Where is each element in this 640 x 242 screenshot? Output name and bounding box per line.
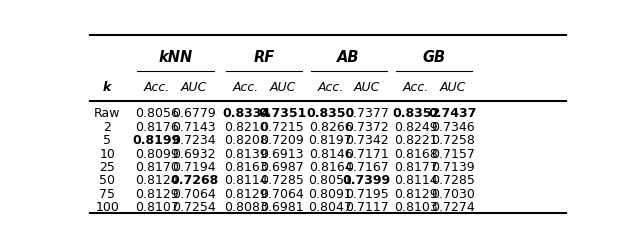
Text: 0.8051: 0.8051	[308, 174, 353, 187]
Text: 25: 25	[99, 161, 115, 174]
Text: 0.7209: 0.7209	[260, 134, 304, 147]
Text: 50: 50	[99, 174, 115, 187]
Text: 0.8047: 0.8047	[308, 201, 353, 214]
Text: 0.8176: 0.8176	[135, 121, 179, 134]
Text: 0.7377: 0.7377	[345, 107, 388, 120]
Text: 0.8210: 0.8210	[224, 121, 268, 134]
Text: 0.7167: 0.7167	[345, 161, 388, 174]
Text: 75: 75	[99, 188, 115, 201]
Text: GB: GB	[422, 50, 445, 65]
Text: kNN: kNN	[158, 50, 193, 65]
Text: Acc.: Acc.	[233, 81, 259, 94]
Text: 0.7342: 0.7342	[345, 134, 388, 147]
Text: Raw: Raw	[94, 107, 120, 120]
Text: 0.7117: 0.7117	[345, 201, 388, 214]
Text: AUC: AUC	[269, 81, 296, 94]
Text: 10: 10	[99, 148, 115, 161]
Text: 0.6981: 0.6981	[260, 201, 304, 214]
Text: 0.6913: 0.6913	[260, 148, 304, 161]
Text: 0.8352: 0.8352	[392, 107, 440, 120]
Text: 0.7285: 0.7285	[431, 174, 475, 187]
Text: AUC: AUC	[440, 81, 466, 94]
Text: 0.7139: 0.7139	[431, 161, 475, 174]
Text: 0.8249: 0.8249	[394, 121, 438, 134]
Text: 0.7064: 0.7064	[172, 188, 216, 201]
Text: Acc.: Acc.	[403, 81, 429, 94]
Text: 0.8208: 0.8208	[224, 134, 268, 147]
Text: 0.8091: 0.8091	[308, 188, 353, 201]
Text: 0.8129: 0.8129	[135, 188, 179, 201]
Text: 0.8350: 0.8350	[307, 107, 355, 120]
Text: 0.6932: 0.6932	[172, 148, 216, 161]
Text: 0.7437: 0.7437	[429, 107, 477, 120]
Text: 0.8083: 0.8083	[224, 201, 268, 214]
Text: 0.8129: 0.8129	[225, 188, 268, 201]
Text: 0.7351: 0.7351	[258, 107, 307, 120]
Text: 0.8107: 0.8107	[135, 201, 179, 214]
Text: 0.8164: 0.8164	[308, 161, 352, 174]
Text: 0.7215: 0.7215	[260, 121, 304, 134]
Text: 0.8197: 0.8197	[308, 134, 353, 147]
Text: 0.7268: 0.7268	[170, 174, 218, 187]
Text: 0.7157: 0.7157	[431, 148, 475, 161]
Text: 0.8124: 0.8124	[135, 174, 179, 187]
Text: 0.8114: 0.8114	[394, 174, 438, 187]
Text: 0.8129: 0.8129	[394, 188, 438, 201]
Text: 0.8221: 0.8221	[394, 134, 438, 147]
Text: 0.8056: 0.8056	[135, 107, 179, 120]
Text: 0.7254: 0.7254	[172, 201, 216, 214]
Text: 0.8334: 0.8334	[222, 107, 270, 120]
Text: 0.7194: 0.7194	[172, 161, 216, 174]
Text: 0.8266: 0.8266	[308, 121, 352, 134]
Text: 0.7372: 0.7372	[345, 121, 388, 134]
Text: 0.8199: 0.8199	[133, 134, 181, 147]
Text: AUC: AUC	[353, 81, 380, 94]
Text: 0.8168: 0.8168	[394, 148, 438, 161]
Text: 0.8099: 0.8099	[135, 148, 179, 161]
Text: 0.8170: 0.8170	[135, 161, 179, 174]
Text: 0.8139: 0.8139	[225, 148, 268, 161]
Text: 0.8146: 0.8146	[308, 148, 352, 161]
Text: AB: AB	[337, 50, 360, 65]
Text: 0.7258: 0.7258	[431, 134, 475, 147]
Text: 0.8177: 0.8177	[394, 161, 438, 174]
Text: 0.6779: 0.6779	[172, 107, 216, 120]
Text: 0.7030: 0.7030	[431, 188, 475, 201]
Text: 0.7143: 0.7143	[172, 121, 216, 134]
Text: 0.8163: 0.8163	[225, 161, 268, 174]
Text: RF: RF	[253, 50, 275, 65]
Text: 0.7346: 0.7346	[431, 121, 475, 134]
Text: 0.7234: 0.7234	[172, 134, 216, 147]
Text: AUC: AUC	[181, 81, 207, 94]
Text: Acc.: Acc.	[317, 81, 344, 94]
Text: Acc.: Acc.	[144, 81, 170, 94]
Text: 0.7274: 0.7274	[431, 201, 475, 214]
Text: 0.8114: 0.8114	[225, 174, 268, 187]
Text: 0.8103: 0.8103	[394, 201, 438, 214]
Text: 0.7171: 0.7171	[345, 148, 388, 161]
Text: 5: 5	[103, 134, 111, 147]
Text: 2: 2	[103, 121, 111, 134]
Text: 0.7399: 0.7399	[342, 174, 391, 187]
Text: 0.7285: 0.7285	[260, 174, 304, 187]
Text: 100: 100	[95, 201, 119, 214]
Text: k: k	[103, 81, 111, 94]
Text: 0.7195: 0.7195	[345, 188, 388, 201]
Text: 0.6987: 0.6987	[260, 161, 304, 174]
Text: 0.7064: 0.7064	[260, 188, 304, 201]
